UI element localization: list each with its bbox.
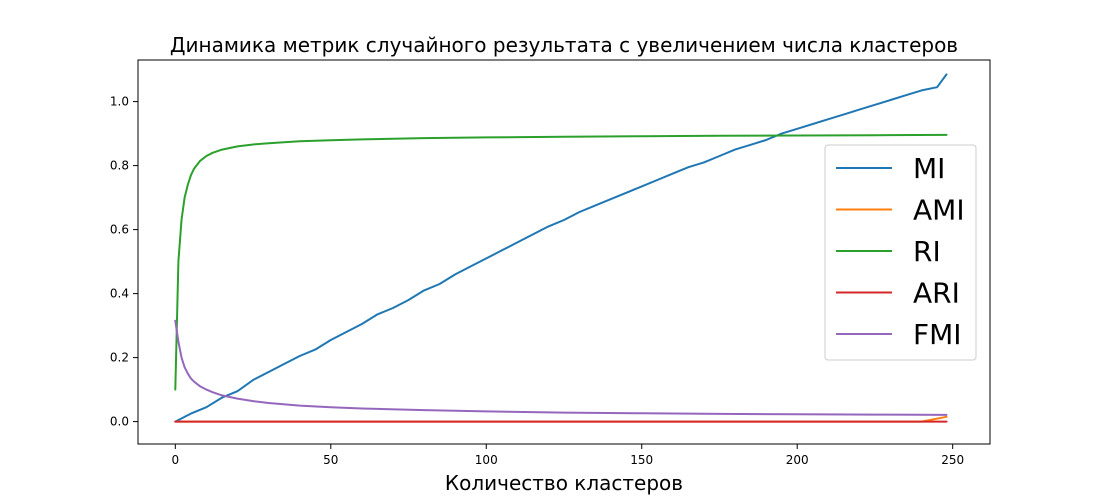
series-line-mi (174, 73, 948, 423)
x-tick-label: 50 (323, 453, 338, 467)
chart-title: Динамика метрик случайного результата с … (170, 33, 958, 57)
series-layer (174, 73, 948, 423)
y-tick-label: 0.2 (110, 351, 129, 365)
x-tick-label: 150 (630, 453, 653, 467)
y-tick-label: 0.8 (110, 159, 129, 173)
x-axis-label: Количество кластеров (445, 471, 683, 495)
y-tick-label: 0.4 (110, 287, 129, 301)
legend-label-ari: ARI (913, 277, 960, 310)
x-axis-ticks: 0 50 100 150 200 250 (171, 444, 964, 467)
legend-label-fmi: FMI (913, 318, 962, 351)
x-tick-label: 100 (475, 453, 498, 467)
x-tick-label: 200 (786, 453, 809, 467)
y-axis-ticks: 0.0 0.2 0.4 0.6 0.8 1.0 (110, 95, 138, 429)
legend-label-mi: MI (913, 152, 945, 185)
legend-items: MI AMI RI ARI FMI (836, 152, 965, 351)
series-line-ri (174, 133, 948, 391)
y-tick-label: 0.0 (110, 415, 129, 429)
legend-box (824, 144, 977, 361)
x-tick-label: 250 (941, 453, 964, 467)
x-tick-label: 0 (171, 453, 179, 467)
legend-label-ri: RI (913, 235, 941, 268)
y-tick-label: 0.6 (110, 223, 129, 237)
legend: MI AMI RI ARI FMI (824, 144, 977, 361)
series-line-fmi (174, 319, 948, 416)
legend-label-ami: AMI (913, 194, 965, 227)
y-tick-label: 1.0 (110, 95, 129, 109)
